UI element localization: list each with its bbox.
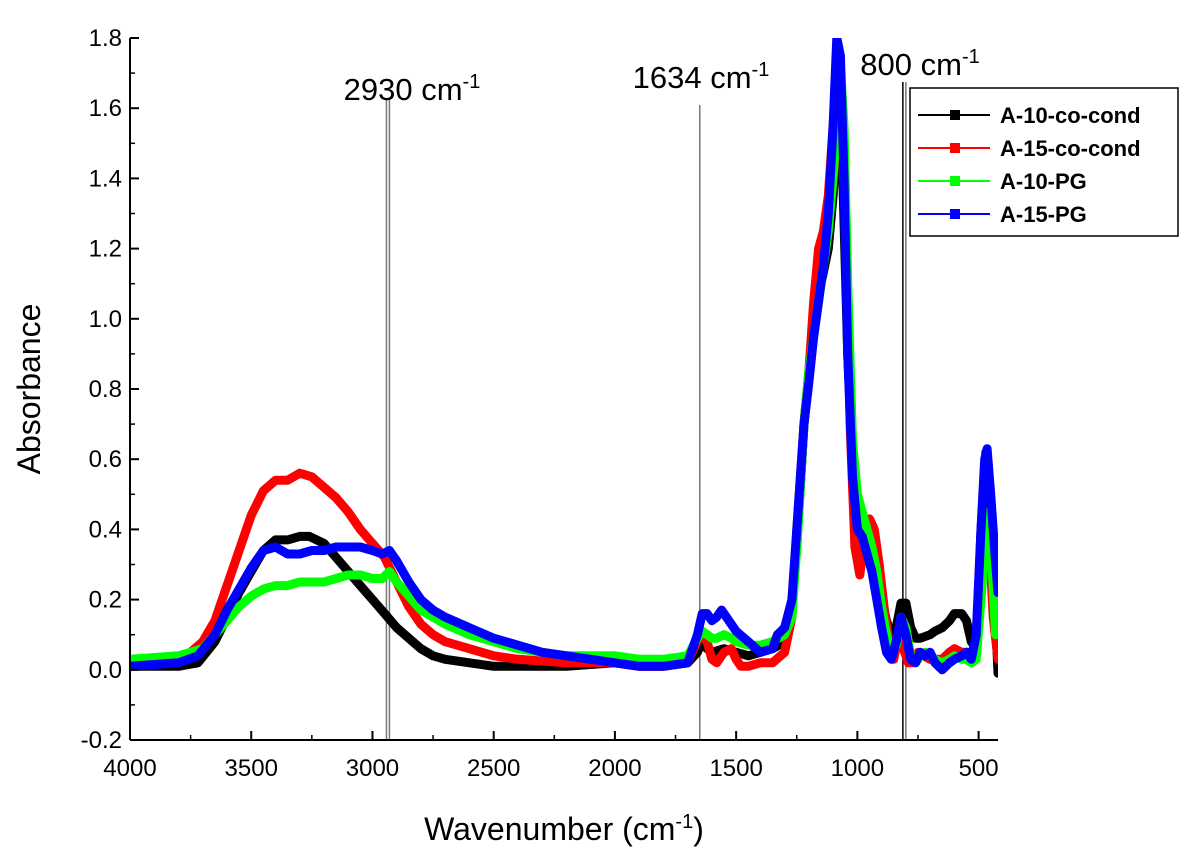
y-tick-label: 1.8 [89,25,122,52]
y-tick-label: 1.4 [89,165,122,192]
annotation-label: 1634 cm-1 [633,59,770,95]
x-tick-label: 4000 [103,755,156,782]
y-tick-label: 1.6 [89,95,122,122]
annotation-label: 2930 cm-1 [344,71,481,107]
y-tick-label: 0.0 [89,657,122,684]
x-tick-label: 500 [959,755,999,782]
x-axis-title-main: Wavenumber (cm [424,811,675,847]
annotation-label: 800 cm-1 [860,46,979,82]
y-tick-label: 1.2 [89,236,122,263]
x-tick-label: 3000 [346,755,399,782]
x-tick-label: 2500 [467,755,520,782]
legend-label: A-10-co-cond [1000,103,1141,128]
annotation-label-sup: -1 [463,71,481,93]
x-tick-label: 1500 [709,755,762,782]
y-tick-label: 0.4 [89,516,122,543]
x-axis-title: Wavenumber (cm-1) [424,811,704,847]
y-tick-label: -0.2 [81,727,122,754]
legend-label: A-15-PG [1000,202,1087,227]
annotation-label-sup: -1 [962,46,980,68]
y-tick-label: 0.2 [89,587,122,614]
legend-marker [950,176,960,186]
legend-label: A-15-co-cond [1000,136,1141,161]
series-line-a-15-co-cond [130,68,998,671]
y-tick-label: 0.8 [89,376,122,403]
x-axis-title-close: ) [693,811,704,847]
y-axis-title: Absorbance [11,304,47,475]
x-tick-label: 2000 [588,755,641,782]
legend-marker [950,143,960,153]
x-axis-title-sup: -1 [675,811,693,833]
annotation-label-text: 800 cm [860,47,962,82]
legend-marker [950,110,960,120]
y-tick-label: 1.0 [89,306,122,333]
series-line-a-15-pg [130,38,998,675]
legend-label: A-10-PG [1000,169,1087,194]
annotation-label-text: 2930 cm [344,72,463,107]
y-tick-label: 0.6 [89,446,122,473]
x-tick-label: 1000 [831,755,884,782]
legend-marker [950,209,960,219]
annotation-label-sup: -1 [752,59,770,81]
x-tick-label: 3500 [225,755,278,782]
annotation-label-text: 1634 cm [633,60,752,95]
